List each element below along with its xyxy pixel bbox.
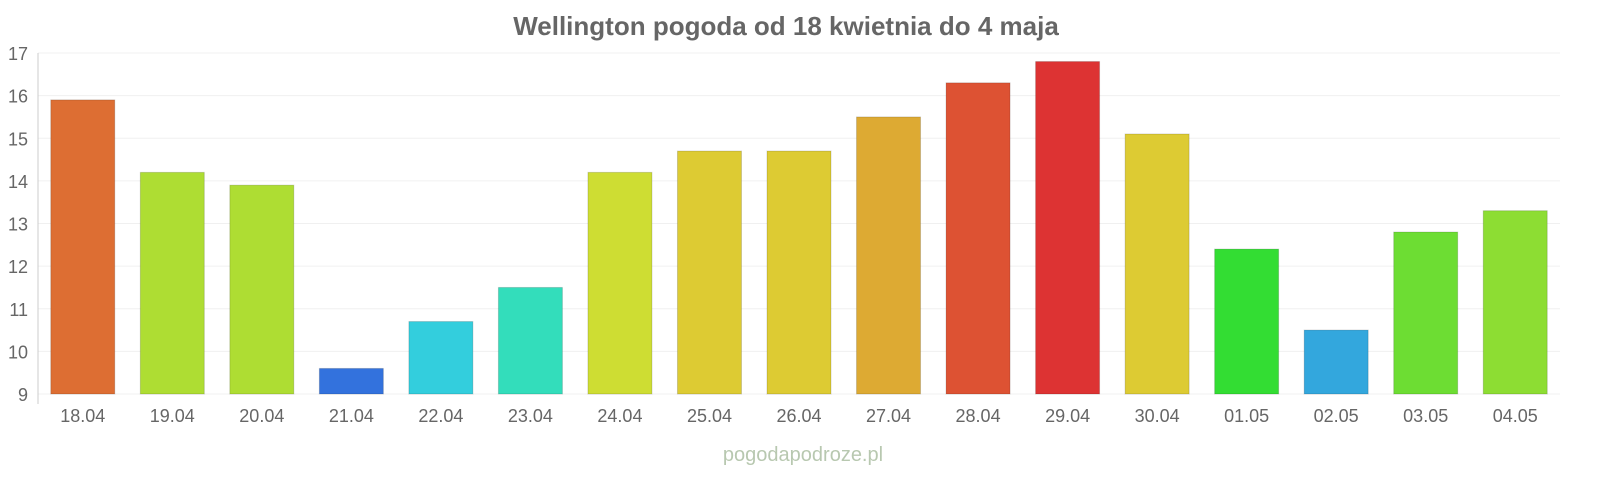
chart-title: Wellington pogoda od 18 kwietnia do 4 ma… bbox=[513, 11, 1059, 41]
x-tick-label: 25.04 bbox=[687, 406, 732, 426]
bar-01.05 bbox=[1214, 248, 1280, 395]
x-tick-label: 24.04 bbox=[597, 406, 642, 426]
x-tick-label: 27.04 bbox=[866, 406, 911, 426]
x-tick-label: 21.04 bbox=[329, 406, 374, 426]
bar-25.04 bbox=[676, 150, 742, 395]
bar-20.04 bbox=[229, 184, 295, 395]
y-tick-label: 10 bbox=[8, 342, 28, 362]
x-tick-label: 30.04 bbox=[1135, 406, 1180, 426]
y-tick-label: 11 bbox=[9, 300, 28, 320]
bar-02.05 bbox=[1303, 329, 1369, 395]
y-tick-label: 13 bbox=[8, 215, 28, 235]
x-tick-label: 26.04 bbox=[776, 406, 821, 426]
bar-18.04 bbox=[50, 99, 116, 395]
bar-28.04 bbox=[945, 82, 1011, 395]
bar-21.04 bbox=[318, 367, 384, 395]
y-tick-label: 12 bbox=[8, 257, 28, 277]
y-tick-label: 15 bbox=[8, 129, 28, 149]
x-tick-label: 23.04 bbox=[508, 406, 553, 426]
x-tick-label: 22.04 bbox=[418, 406, 463, 426]
bar-03.05 bbox=[1393, 231, 1459, 395]
y-tick-label: 16 bbox=[8, 87, 28, 107]
y-tick-label: 9 bbox=[18, 385, 28, 405]
bar-27.04 bbox=[856, 116, 922, 395]
bar-04.05 bbox=[1482, 210, 1548, 395]
bar-30.04 bbox=[1124, 133, 1190, 395]
bar-26.04 bbox=[766, 150, 832, 395]
x-tick-label: 03.05 bbox=[1403, 406, 1448, 426]
bar-29.04 bbox=[1035, 61, 1101, 395]
y-tick-label: 17 bbox=[8, 44, 28, 64]
x-tick-label: 20.04 bbox=[239, 406, 284, 426]
x-tick-label: 18.04 bbox=[60, 406, 105, 426]
x-tick-label: 02.05 bbox=[1314, 406, 1359, 426]
x-tick-label: 04.05 bbox=[1493, 406, 1538, 426]
y-tick-label: 14 bbox=[8, 172, 28, 192]
bar-22.04 bbox=[408, 321, 474, 395]
x-tick-label: 29.04 bbox=[1045, 406, 1090, 426]
bar-23.04 bbox=[497, 286, 563, 395]
bar-24.04 bbox=[587, 171, 653, 395]
x-tick-label: 28.04 bbox=[956, 406, 1001, 426]
x-tick-label: 19.04 bbox=[150, 406, 195, 426]
bar-19.04 bbox=[139, 171, 205, 395]
x-tick-label: 01.05 bbox=[1224, 406, 1269, 426]
watermark: pogodapodroze.pl bbox=[723, 444, 883, 466]
